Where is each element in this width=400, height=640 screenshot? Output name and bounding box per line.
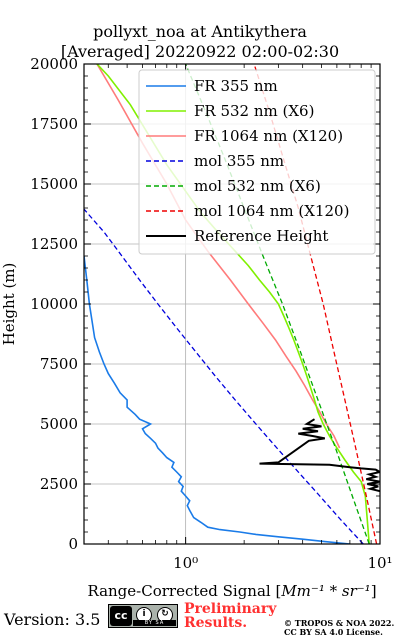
legend: FR 355 nm FR 532 nm (X6) FR 1064 nm (X120)… [138,69,376,255]
legend-label-fr355: FR 355 nm [194,77,278,95]
cc-license-badge[interactable]: cc i ↻ BY SA [108,604,178,628]
version-label: Version: 3.5 [4,610,101,629]
chart-title-line-2: [Averaged] 20220922 02:00-02:30 [60,42,340,61]
legend-label-mol355: mol 355 nm [194,152,284,170]
copyright-line-2: CC BY SA 4.0 License. [284,627,383,637]
copyright-line-1: © TROPOS & NOA 2022. [284,618,395,628]
x-tick-label: 10¹ [367,554,392,572]
legend-label-mol1064: mol 1064 nm (X120) [194,202,349,220]
preliminary-line-1: Preliminary [184,601,277,617]
y-tick-label: 10000 [30,295,78,313]
y-tick-label: 20000 [30,55,78,73]
preliminary-line-2: Results. [184,615,248,631]
y-tick-label: 15000 [30,175,78,193]
chart-title-line-1: pollyxt_noa at Antikythera [93,22,307,41]
y-tick-label: 2500 [40,475,78,493]
legend-label-mol532: mol 532 nm (X6) [194,177,321,195]
y-tick-label: 17500 [30,115,78,133]
y-tick-label: 0 [68,535,78,553]
y-axis-label: Height (m) [0,263,18,346]
y-tick-label: 5000 [40,415,78,433]
preliminary-notice: Preliminary Results. [184,602,276,630]
x-tick-label: 10⁰ [173,554,198,572]
x-axis-label: Range-Corrected Signal [Mm⁻¹ * sr⁻¹] [87,582,376,600]
cc-badge-strip: BY SA [133,620,176,626]
series-mol355-line [84,208,364,544]
series-reference-line [259,418,380,493]
y-tick-label: 7500 [40,355,78,373]
y-tick-label: 12500 [30,235,78,253]
cc-logo-icon: cc [110,606,132,626]
legend-label-fr532: FR 532 nm (X6) [194,102,314,120]
legend-label-reference: Reference Height [194,227,328,245]
series-fr355-line [84,255,350,544]
legend-label-fr1064: FR 1064 nm (X120) [194,127,343,145]
copyright-notice: © TROPOS & NOA 2022. CC BY SA 4.0 Licens… [284,619,394,637]
legend-box [138,69,376,255]
